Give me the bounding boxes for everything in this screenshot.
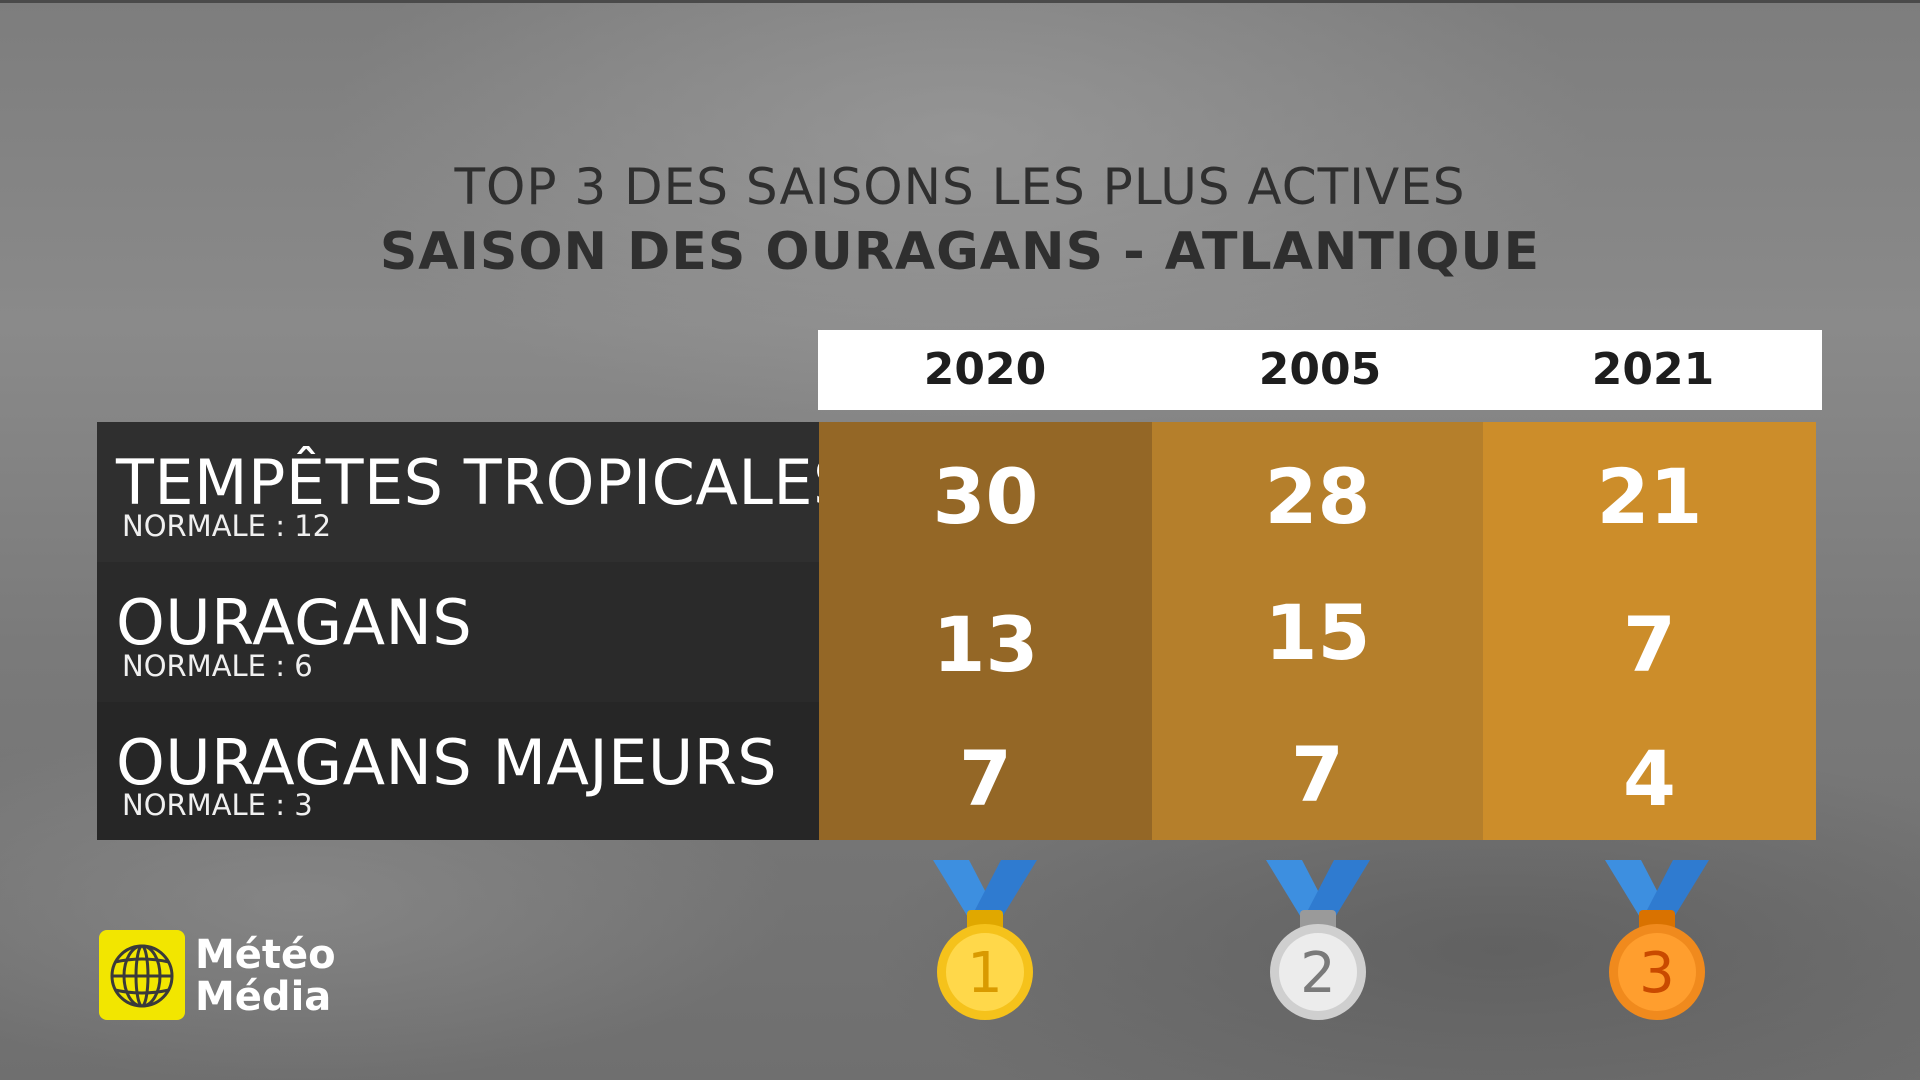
year-header: 2020 2005 2021 (818, 330, 1822, 410)
row-label-major-hurricanes: OURAGANS MAJEURS NORMALE : 3 (97, 702, 819, 840)
row-title: OURAGANS MAJEURS (116, 726, 778, 799)
gold-medal-icon: 1 (933, 860, 1037, 1020)
silver-medal-icon: 2 (1266, 860, 1370, 1020)
year-header-2005: 2005 (1258, 344, 1382, 395)
row-normal: NORMALE : 3 (122, 788, 313, 822)
value-cell: 15 (1264, 588, 1371, 677)
logo-line2: Média (195, 974, 332, 1020)
meteomedia-globe-icon (99, 930, 185, 1020)
column-2021: 21 7 4 (1483, 422, 1816, 840)
column-2005: 28 15 7 (1152, 422, 1483, 840)
value-cell: 21 (1596, 452, 1703, 541)
value-cell: 7 (959, 734, 1012, 823)
bronze-medal-icon: 3 (1605, 860, 1709, 1020)
row-normal: NORMALE : 12 (122, 509, 332, 543)
year-header-2021: 2021 (1591, 344, 1715, 395)
row-title: OURAGANS (116, 586, 473, 659)
medal-number: 1 (967, 941, 1003, 1006)
row-label-tropical-storms: TEMPÊTES TROPICALES NORMALE : 12 (97, 422, 852, 562)
value-cell: 28 (1264, 452, 1371, 541)
stats-table: TEMPÊTES TROPICALES NORMALE : 12 OURAGAN… (97, 422, 1819, 840)
column-2020: 30 13 7 (819, 422, 1152, 840)
logo-line1: Météo (195, 932, 336, 978)
value-cell: 4 (1623, 734, 1676, 823)
meteomedia-logo: Météo Média (99, 930, 339, 1022)
row-labels: TEMPÊTES TROPICALES NORMALE : 12 OURAGAN… (97, 422, 852, 840)
year-header-2020: 2020 (923, 344, 1047, 395)
row-normal: NORMALE : 6 (122, 649, 313, 683)
medal-number: 2 (1300, 941, 1336, 1006)
row-title: TEMPÊTES TROPICALES (116, 446, 853, 519)
value-cell: 30 (932, 452, 1039, 541)
value-cell: 13 (932, 600, 1039, 689)
medal-number: 3 (1639, 941, 1675, 1006)
row-label-hurricanes: OURAGANS NORMALE : 6 (97, 562, 819, 702)
chart-subtitle: SAISON DES OURAGANS - ATLANTIQUE (379, 222, 1541, 282)
value-cell: 7 (1623, 600, 1676, 689)
value-cell: 7 (1291, 730, 1344, 819)
chart-title: TOP 3 DES SAISONS LES PLUS ACTIVES (454, 158, 1466, 216)
top-border (0, 0, 1920, 3)
